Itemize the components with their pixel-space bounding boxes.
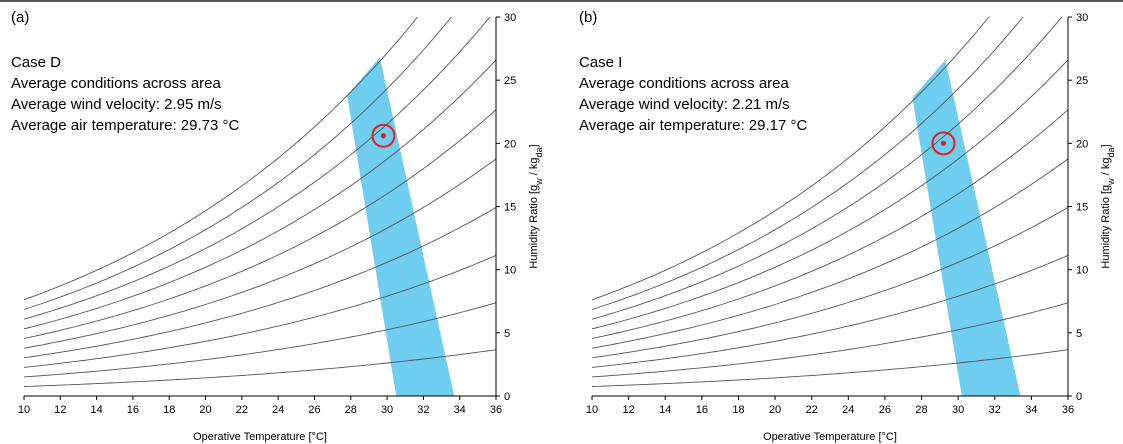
x-tick-label: 26 xyxy=(308,404,320,416)
x-tick-label: 22 xyxy=(806,404,818,416)
annotation-line: Average wind velocity: 2.95 m/s xyxy=(11,96,222,113)
annotation-line: Average wind velocity: 2.21 m/s xyxy=(579,96,790,113)
annotation-line: Average conditions across area xyxy=(11,75,222,92)
x-tick-label: 32 xyxy=(417,404,429,416)
rh-curve-60 xyxy=(592,109,1068,339)
x-tick-label: 34 xyxy=(1025,404,1037,416)
y-tick-label: 20 xyxy=(1076,138,1088,150)
x-tick-label: 36 xyxy=(1062,404,1074,416)
y-axis-label-part: ] xyxy=(528,144,540,147)
condition-point-ring xyxy=(371,123,396,148)
rh-curve-80 xyxy=(24,17,491,320)
x-tick-label: 28 xyxy=(345,404,357,416)
rh-curve-90 xyxy=(24,17,453,310)
y-tick-label: 30 xyxy=(1076,12,1088,24)
condition-point xyxy=(380,133,387,139)
rh-curve-60 xyxy=(24,109,496,339)
x-axis-label: Operative Temperature [°C] xyxy=(193,431,327,443)
x-tick-label: 32 xyxy=(989,404,1001,416)
x-tick-label: 12 xyxy=(54,404,66,416)
rh-curve-40 xyxy=(592,207,1068,359)
x-tick-label: 18 xyxy=(732,404,744,416)
y-axis-label: Humidity Ratio [gw / kgda] xyxy=(1100,144,1116,268)
rh-curve-100 xyxy=(24,17,419,301)
annotation-line: Average air temperature: 29.73 °C xyxy=(11,117,240,134)
y-tick-label: 15 xyxy=(504,202,516,214)
y-axis-label: Humidity Ratio [gw / kgda] xyxy=(528,144,544,268)
annotation-line: Average conditions across area xyxy=(579,75,790,92)
rh-curve-90 xyxy=(592,17,1024,310)
chart-panel-a: 10 12 14 16 18 20 22 24 26 28 30 32 34 360 5 10 15 20 25 30… xyxy=(11,9,544,443)
rh-curve-70 xyxy=(24,59,496,330)
rh-curve-10 xyxy=(24,349,496,387)
x-tick-label: 36 xyxy=(490,404,502,416)
x-axis-label: Operative Temperature [°C] xyxy=(763,431,897,443)
y-axis-label-part: Humidity Ratio [g xyxy=(528,185,540,269)
y-axis-label-subscript: da xyxy=(1106,147,1116,157)
rh-curve-10 xyxy=(592,349,1068,387)
y-axis-label-subscript: w xyxy=(534,178,544,186)
plot-area xyxy=(592,17,1068,396)
y-tick-label: 0 xyxy=(1076,391,1082,403)
x-tick-label: 16 xyxy=(696,404,708,416)
y-tick-label: 20 xyxy=(504,138,516,150)
x-tick-label: 30 xyxy=(381,404,393,416)
y-tick-label: 5 xyxy=(504,328,510,340)
annotation-line: Case I xyxy=(579,54,622,71)
rh-curve-50 xyxy=(24,158,496,349)
y-axis-label-part: Humidity Ratio [g xyxy=(1100,185,1112,269)
x-tick-label: 22 xyxy=(236,404,248,416)
annotation-line: Case D xyxy=(11,54,61,71)
y-tick-label: 10 xyxy=(504,265,516,277)
x-tick-label: 20 xyxy=(199,404,211,416)
comfort-zone xyxy=(347,57,455,396)
rh-curve-20 xyxy=(592,302,1068,378)
x-tick-label: 20 xyxy=(769,404,781,416)
y-axis-label-subscript: w xyxy=(1106,178,1116,186)
x-tick-label: 24 xyxy=(272,404,284,416)
y-tick-label: 30 xyxy=(504,12,516,24)
x-tick-label: 14 xyxy=(90,404,102,416)
x-tick-label: 26 xyxy=(879,404,891,416)
x-tick-label: 18 xyxy=(163,404,175,416)
rh-curve-80 xyxy=(592,17,1063,320)
y-tick-label: 25 xyxy=(504,75,516,87)
rh-curve-70 xyxy=(592,59,1068,330)
rh-curve-40 xyxy=(24,207,496,359)
panel-label: (a) xyxy=(11,9,29,26)
y-tick-label: 0 xyxy=(504,391,510,403)
x-tick-label: 10 xyxy=(586,404,598,416)
x-tick-label: 10 xyxy=(18,404,30,416)
x-tick-label: 12 xyxy=(622,404,634,416)
y-axis-label-part: / kg xyxy=(1100,158,1112,179)
rh-curve-50 xyxy=(592,158,1068,349)
x-tick-label: 16 xyxy=(127,404,139,416)
condition-point-ring xyxy=(931,131,956,156)
y-tick-label: 15 xyxy=(1076,202,1088,214)
y-tick-label: 10 xyxy=(1076,265,1088,277)
x-tick-label: 14 xyxy=(659,404,671,416)
x-tick-label: 24 xyxy=(842,404,854,416)
rh-curve-30 xyxy=(592,254,1068,368)
annotation-line: Average air temperature: 29.17 °C xyxy=(579,117,808,134)
x-tick-label: 34 xyxy=(454,404,466,416)
condition-point xyxy=(940,140,947,146)
panel-label: (b) xyxy=(579,9,597,26)
y-axis-label-subscript: da xyxy=(534,147,544,157)
rh-curve-100 xyxy=(592,17,990,301)
y-tick-label: 5 xyxy=(1076,328,1082,340)
chart-panel-b: 10 12 14 16 18 20 22 24 26 28 30 32 34 360 5 10 15 20 25 30… xyxy=(579,9,1116,443)
y-tick-label: 25 xyxy=(1076,75,1088,87)
x-tick-label: 28 xyxy=(915,404,927,416)
y-axis-label-part: / kg xyxy=(528,158,540,179)
rh-curve-20 xyxy=(24,302,496,378)
plot-area xyxy=(24,17,496,396)
rh-curve-30 xyxy=(24,254,496,368)
y-axis-label-part: ] xyxy=(1100,144,1112,147)
top-border xyxy=(0,0,1123,2)
x-tick-label: 30 xyxy=(952,404,964,416)
comfort-zone xyxy=(912,60,1021,396)
